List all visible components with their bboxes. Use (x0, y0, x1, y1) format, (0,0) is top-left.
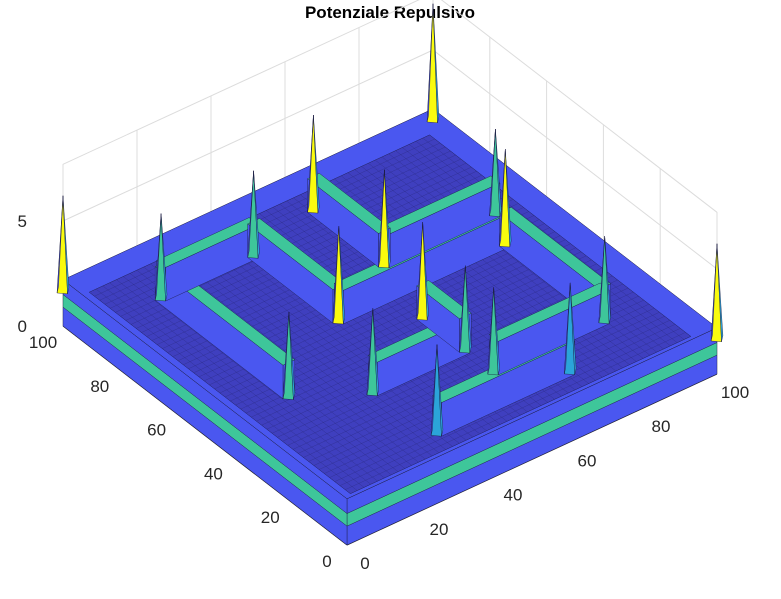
spike (570, 282, 577, 375)
spike (332, 225, 339, 324)
spike (564, 282, 571, 374)
spike (384, 169, 391, 268)
spike (465, 265, 472, 354)
grid-line (62, 0, 718, 213)
y-tick-label: 80 (90, 377, 109, 396)
y-tick-label: 60 (147, 421, 166, 440)
spike (716, 243, 724, 342)
spike (338, 225, 345, 325)
x-tick-label: 60 (578, 451, 597, 470)
x-tick-label: 0 (360, 554, 369, 573)
mesh-line (422, 137, 685, 340)
spike (416, 222, 423, 320)
spike (313, 115, 320, 214)
surface-mesh (62, 108, 718, 546)
spike (710, 243, 718, 342)
spike (426, 3, 434, 123)
z-tick-label: 0 (18, 317, 27, 336)
spike (282, 312, 290, 399)
z-tick-label: 5 (18, 212, 27, 231)
x-tick-label: 40 (504, 486, 523, 505)
spike (378, 169, 385, 268)
spike (495, 129, 502, 217)
spike (288, 312, 296, 400)
spike (430, 344, 438, 436)
spike (487, 287, 494, 375)
spike (505, 148, 512, 248)
spike (493, 287, 500, 376)
y-tick-label: 100 (29, 333, 57, 352)
spike (62, 195, 70, 294)
spike (422, 222, 429, 321)
y-tick-label: 20 (261, 508, 280, 527)
spike (604, 236, 611, 324)
x-tick-label: 100 (721, 383, 749, 402)
spike (56, 195, 64, 294)
y-tick-label: 40 (204, 464, 223, 483)
spike (253, 170, 260, 259)
y-tick-label: 0 (322, 552, 331, 571)
spike (432, 3, 440, 123)
spike (247, 170, 254, 258)
spike (366, 308, 373, 396)
x-tick-label: 80 (652, 417, 671, 436)
x-tick-label: 20 (430, 520, 449, 539)
spike (598, 236, 605, 323)
spike (499, 148, 506, 247)
spike (459, 265, 466, 353)
spike (160, 213, 168, 302)
spike (436, 344, 444, 437)
spike (489, 129, 496, 216)
mesh-line (94, 138, 435, 297)
surface-spikes (56, 3, 724, 437)
spike (372, 308, 379, 396)
spike (155, 213, 162, 301)
spike (307, 115, 314, 213)
